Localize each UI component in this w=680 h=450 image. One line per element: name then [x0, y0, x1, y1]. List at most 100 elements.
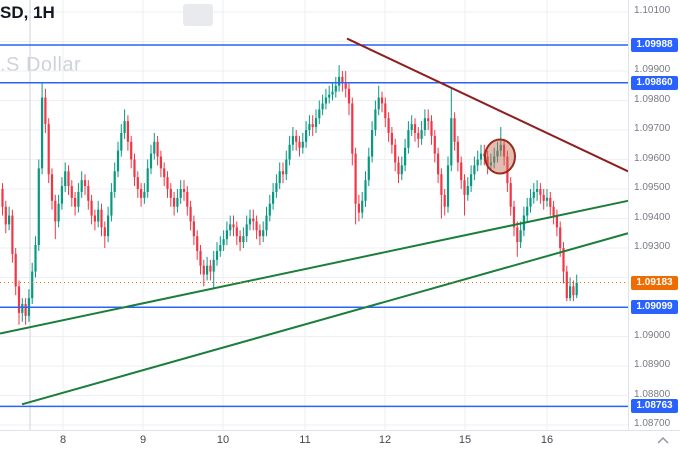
candle-body [542, 194, 545, 201]
candle-body [489, 162, 492, 166]
candle-body [8, 215, 11, 225]
candle-body [559, 227, 562, 248]
candle-body [225, 230, 228, 240]
candle-body [107, 215, 110, 237]
candle-body [140, 189, 143, 198]
candle-body [509, 183, 512, 207]
candle-body [479, 153, 483, 160]
candle-body [50, 174, 54, 201]
candle-body [555, 215, 558, 228]
price-level-label: 1.09860 [631, 75, 678, 90]
candle-body [450, 118, 453, 166]
candle-body [549, 197, 552, 207]
candle-body [196, 236, 199, 251]
time-axis[interactable]: 8 9 10 11 12 15 16 [0, 430, 680, 450]
candle-body [176, 197, 179, 207]
candle-body [80, 180, 83, 192]
candle-body [149, 153, 153, 169]
axis-corner-button[interactable] [650, 431, 676, 449]
descending-resistance-trendline[interactable] [346, 37, 629, 173]
price-level-label: 1.09099 [631, 300, 678, 315]
candle-body [100, 209, 103, 228]
candle-body [341, 76, 344, 83]
candle-body [199, 250, 202, 266]
symbol-title[interactable]: SD, 1H [0, 3, 55, 22]
candle-body [206, 265, 209, 275]
candle-body [21, 304, 24, 313]
candle-body [219, 245, 222, 251]
candle-body [242, 236, 245, 243]
candle-body [519, 230, 522, 243]
candle-body [126, 121, 129, 142]
candle-body [314, 118, 318, 128]
candle-body [31, 271, 34, 299]
candle-body [288, 144, 291, 160]
candle-body [440, 174, 443, 195]
candle-body [173, 197, 176, 207]
ellipse-annotation[interactable] [484, 138, 516, 175]
candle-body [93, 215, 96, 222]
ascending-support-trendline-lower[interactable] [21, 232, 629, 406]
candle-body [380, 97, 384, 104]
candle-body [526, 206, 529, 216]
candle-body [394, 144, 397, 163]
candle-body [116, 150, 120, 172]
candle-body [463, 180, 466, 195]
candle-body [255, 221, 258, 231]
candle-body [17, 286, 21, 313]
candle-body [215, 250, 219, 260]
candle-body [133, 159, 136, 178]
candle-body [367, 156, 370, 181]
candle-body [575, 282, 578, 296]
candle-body [516, 227, 519, 243]
candle-body [305, 130, 308, 142]
candle-body [57, 203, 60, 222]
candle-body [301, 141, 304, 148]
candle-body [209, 265, 212, 272]
candle-body [275, 183, 278, 192]
candle-body [351, 103, 354, 154]
candle-body [437, 153, 440, 175]
candle-body [97, 209, 100, 222]
current-price-label: 1.09183 [631, 275, 678, 290]
candle-body [460, 162, 463, 181]
candle-body [321, 103, 324, 110]
candle-body [536, 189, 539, 192]
candle-body [285, 159, 288, 175]
price-axis-label: 1.08900 [634, 359, 671, 370]
candle-body [130, 141, 133, 160]
candle-body [291, 135, 294, 145]
candle-body [404, 147, 407, 166]
candle-body [456, 141, 459, 163]
candle-body [123, 121, 126, 133]
candle-body [354, 153, 357, 204]
candle-body [153, 141, 156, 154]
candle-body [4, 206, 7, 225]
candle-body [470, 174, 473, 187]
candle-body [539, 189, 542, 195]
candle-body [44, 97, 47, 125]
candle-body [430, 121, 433, 136]
candle-body [146, 168, 149, 192]
candle-body [433, 135, 436, 154]
candle-body [77, 191, 80, 207]
price-axis[interactable]: 1.10100 1.09900 1.09800 1.09700 1.09600 1.095… [628, 0, 680, 430]
candle-body [295, 135, 298, 142]
price-axis-label: 1.09600 [634, 152, 671, 164]
candle-body [390, 132, 393, 145]
chevron-up-icon[interactable] [654, 433, 672, 447]
candle-body [235, 227, 238, 237]
ascending-support-trendline-upper[interactable] [0, 199, 629, 335]
candle-body [272, 191, 275, 204]
candle-body [446, 165, 450, 207]
candle-body [163, 168, 166, 178]
candle-body [476, 159, 479, 166]
candle-body [420, 130, 423, 139]
candle-body [324, 97, 327, 104]
candle-body [47, 124, 50, 175]
candle-body [41, 97, 44, 169]
candle-body [262, 230, 265, 237]
candle-body [179, 189, 182, 198]
candle-body [565, 271, 568, 299]
